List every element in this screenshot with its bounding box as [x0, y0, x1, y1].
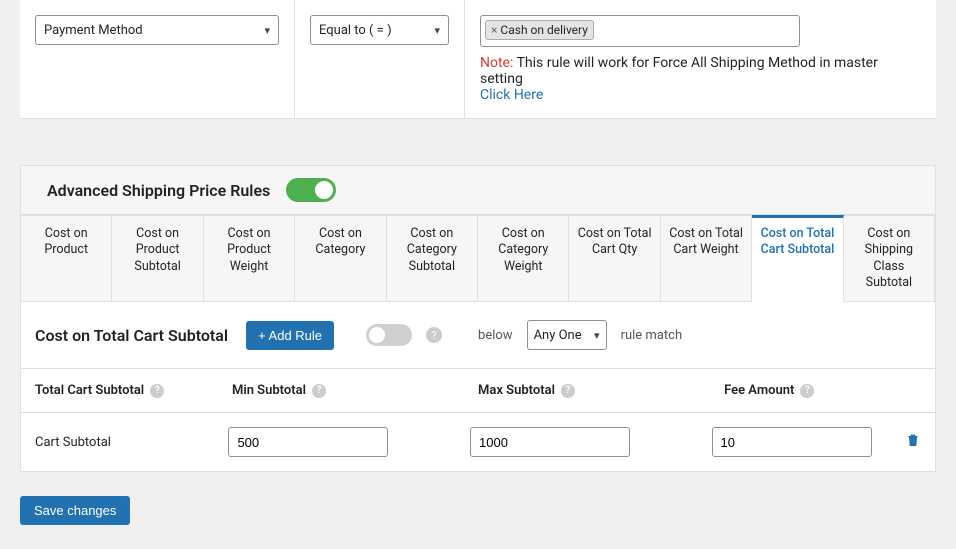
- fee-amount-input[interactable]: [712, 427, 872, 457]
- chevron-down-icon: ▾: [594, 329, 600, 342]
- panel-title: Advanced Shipping Price Rules: [47, 181, 270, 200]
- help-icon[interactable]: ?: [312, 384, 326, 398]
- field-select-value: Payment Method: [44, 23, 143, 38]
- grid-header: Total Cart Subtotal? Min Subtotal? Max S…: [21, 368, 935, 412]
- toggle-knob: [315, 181, 333, 199]
- note-line: Note: This rule will work for Force All …: [480, 55, 921, 103]
- tab-0[interactable]: Cost on Product: [21, 215, 112, 302]
- below-label: below: [478, 328, 513, 343]
- operator-select-value: Equal to ( = ): [319, 23, 392, 38]
- tab-4[interactable]: Cost on Category Subtotal: [387, 215, 478, 302]
- rule-toggle[interactable]: [366, 324, 412, 346]
- tab-8[interactable]: Cost on Total Cart Subtotal: [752, 215, 843, 302]
- match-select[interactable]: Any One ▾: [527, 320, 607, 350]
- chevron-down-icon: ▾: [434, 24, 440, 37]
- tab-2[interactable]: Cost on Product Weight: [204, 215, 295, 302]
- tabs: Cost on ProductCost on Product SubtotalC…: [21, 215, 935, 302]
- value-tag-input[interactable]: ×Cash on delivery: [480, 15, 800, 47]
- min-subtotal-input[interactable]: [228, 427, 388, 457]
- match-select-value: Any One: [534, 328, 582, 343]
- panel-header: Advanced Shipping Price Rules: [21, 166, 935, 215]
- chevron-down-icon: ▾: [264, 24, 270, 37]
- tab-9[interactable]: Cost on Shipping Class Subtotal: [844, 215, 935, 302]
- panel-toggle[interactable]: [286, 178, 336, 202]
- tab-1[interactable]: Cost on Product Subtotal: [112, 215, 203, 302]
- trash-icon: [905, 432, 921, 448]
- help-icon[interactable]: ?: [561, 384, 575, 398]
- tab-7[interactable]: Cost on Total Cart Weight: [661, 215, 752, 302]
- row-label: Cart Subtotal: [21, 413, 214, 471]
- rule-match-label: rule match: [621, 328, 683, 343]
- note-label: Note:: [480, 55, 513, 71]
- tag-remove-icon[interactable]: ×: [491, 23, 497, 37]
- col-header-3: Max Subtotal?: [464, 369, 710, 412]
- rule-controls: Cost on Total Cart Subtotal + Add Rule ?…: [21, 302, 935, 368]
- col-header-1: Total Cart Subtotal?: [21, 369, 218, 412]
- note-text: This rule will work for Force All Shippi…: [480, 55, 878, 87]
- col-header-4: Fee Amount?: [710, 369, 907, 412]
- max-subtotal-input[interactable]: [470, 427, 630, 457]
- grid-row: Cart Subtotal: [21, 412, 935, 472]
- rule-section-title: Cost on Total Cart Subtotal: [35, 326, 228, 345]
- field-select[interactable]: Payment Method ▾: [35, 15, 279, 45]
- condition-row: Payment Method ▾ Equal to ( = ) ▾ ×Cash …: [0, 0, 956, 119]
- click-here-link[interactable]: Click Here: [480, 87, 543, 103]
- save-button[interactable]: Save changes: [20, 496, 130, 525]
- help-icon[interactable]: ?: [800, 384, 814, 398]
- add-rule-button[interactable]: + Add Rule: [246, 321, 334, 350]
- help-icon[interactable]: ?: [150, 384, 164, 398]
- tab-5[interactable]: Cost on Category Weight: [478, 215, 569, 302]
- toggle-knob: [369, 327, 385, 343]
- tag-label: Cash on delivery: [500, 23, 587, 37]
- col-header-2: Min Subtotal?: [218, 369, 464, 412]
- tag-cash-on-delivery: ×Cash on delivery: [485, 20, 594, 40]
- operator-select[interactable]: Equal to ( = ) ▾: [310, 15, 449, 45]
- delete-row-button[interactable]: [905, 432, 921, 452]
- help-icon[interactable]: ?: [426, 327, 442, 343]
- tab-6[interactable]: Cost on Total Cart Qty: [569, 215, 660, 302]
- advanced-rules-panel: Advanced Shipping Price Rules Cost on Pr…: [20, 165, 936, 472]
- tab-3[interactable]: Cost on Category: [295, 215, 386, 302]
